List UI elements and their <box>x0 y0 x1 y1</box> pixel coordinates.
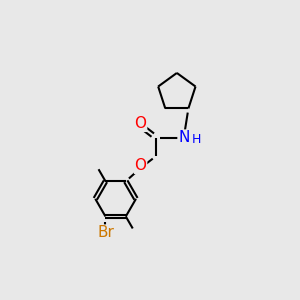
Text: N: N <box>178 130 190 145</box>
Text: Br: Br <box>97 225 114 240</box>
Text: H: H <box>192 133 201 146</box>
Text: O: O <box>135 116 147 131</box>
Text: O: O <box>135 158 147 173</box>
